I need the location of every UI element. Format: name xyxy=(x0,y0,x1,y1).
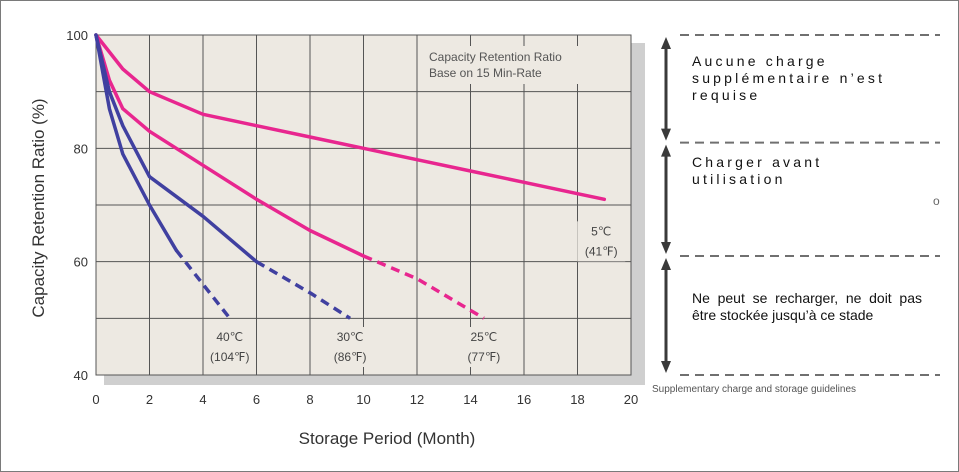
axis-ticks: 0 2 4 6 8 10 12 14 16 18 20 40 60 80 100 xyxy=(66,28,638,407)
y-axis-title: Capacity Retention Ratio (%) xyxy=(29,98,48,317)
x-tick-label: 12 xyxy=(410,392,424,407)
zone-arrow-up-0 xyxy=(661,37,671,49)
annotation-line-1: Capacity Retention Ratio xyxy=(429,50,562,64)
x-axis-title: Storage Period (Month) xyxy=(299,429,476,448)
zone-arrow-down-0 xyxy=(661,128,671,141)
guideline-caption: Supplementary charge and storage guideli… xyxy=(652,384,857,395)
series-line-3 xyxy=(94,33,179,253)
y-tick-label: 40 xyxy=(74,368,88,383)
x-tick-label: 4 xyxy=(199,392,206,407)
annotation-box xyxy=(422,46,608,84)
series-label-bg xyxy=(205,327,254,367)
series-dashed-1 xyxy=(362,254,485,320)
series-label-celsius: 40℃ xyxy=(216,330,243,344)
series-label-fahrenheit: (77℉) xyxy=(467,350,500,364)
series-label-bg xyxy=(459,327,508,367)
series-labels: 5℃ (41℉) 25℃ (77℉) 30℃ (86℉) 40℃ (104℉) xyxy=(205,221,626,367)
series-label-fahrenheit: (104℉) xyxy=(210,350,249,364)
guideline-zone-2-text: Charger avant utilisation xyxy=(692,154,823,187)
x-tick-label: 0 xyxy=(92,392,99,407)
series-label-celsius: 5℃ xyxy=(591,224,611,238)
x-tick-label: 18 xyxy=(570,392,584,407)
zone-arrow-up-1 xyxy=(661,144,671,157)
series-line-1 xyxy=(94,33,366,258)
annotation-line-2: Base on 15 Min-Rate xyxy=(429,66,542,80)
guideline-markers xyxy=(661,34,940,376)
y-tick-label: 100 xyxy=(66,28,88,43)
series-label-celsius: 30℃ xyxy=(337,330,364,344)
x-tick-label: 8 xyxy=(306,392,313,407)
guideline-zone-1-text: Aucune charge supplémentaire n’est requi… xyxy=(692,53,886,103)
x-tick-label: 16 xyxy=(517,392,531,407)
series-label-celsius: 25℃ xyxy=(470,330,497,344)
y-tick-label: 80 xyxy=(74,141,88,156)
x-tick-label: 10 xyxy=(356,392,370,407)
series-label-fahrenheit: (86℉) xyxy=(334,350,367,364)
x-tick-label: 20 xyxy=(624,392,638,407)
series-label-bg xyxy=(326,327,375,367)
x-tick-label: 14 xyxy=(463,392,477,407)
zone-arrow-down-2 xyxy=(661,361,671,373)
series-label-fahrenheit: (41℉) xyxy=(585,244,618,258)
zone-arrow-up-2 xyxy=(661,258,671,270)
x-tick-label: 6 xyxy=(253,392,260,407)
guideline-zone-3-text: Ne peut se recharger, ne doit pas être s… xyxy=(692,290,922,323)
x-tick-label: 2 xyxy=(146,392,153,407)
series-dashed-2 xyxy=(255,260,352,320)
series-label-bg xyxy=(577,221,626,262)
series-line-0 xyxy=(94,33,607,202)
y-tick-label: 60 xyxy=(74,255,88,270)
zone-arrow-down-1 xyxy=(661,242,671,254)
series-line-2 xyxy=(94,33,259,264)
stray-mark: o xyxy=(933,194,940,208)
series-lines xyxy=(94,33,607,320)
